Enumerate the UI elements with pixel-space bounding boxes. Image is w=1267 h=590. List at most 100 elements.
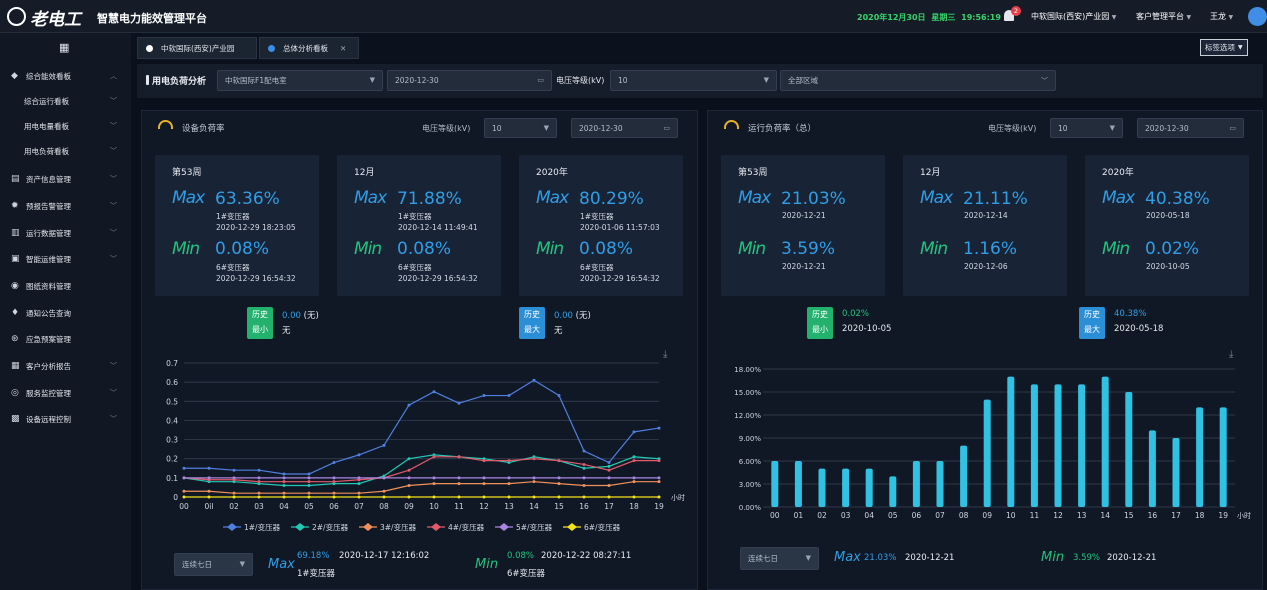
sidebar-item-monitoring[interactable]: ◎ 服务监控管理 ﹀	[0, 380, 131, 406]
max-label: Max	[1102, 188, 1135, 208]
user-name: 王龙	[1210, 12, 1226, 21]
data-point	[407, 403, 411, 407]
voltage-select[interactable]: 10 ▼	[1050, 118, 1123, 138]
min-label: Min	[354, 239, 382, 259]
sidebar-item-reports[interactable]: ▦ 客户分析报告 ﹀	[0, 353, 131, 379]
sidebar: ▦ ◆ 综合能效看板 ︿ 综合运行看板 ﹀ 用电电量看板 ﹀ 用电负荷看板 ﹀ ▤ 资产信息…	[0, 33, 131, 590]
data-point	[507, 459, 511, 463]
data-point	[207, 476, 211, 480]
data-point	[232, 495, 236, 499]
min-time: 2020-12-29 16:54:32	[580, 274, 660, 283]
tab-park[interactable]: 中软国际(西安)产业园	[137, 37, 257, 59]
x-tick-label: 06	[912, 511, 922, 520]
range-select[interactable]: 连续七日 ▼	[174, 553, 253, 576]
date-picker[interactable]: 2020-12-30 ▭	[571, 118, 678, 138]
x-tick-label: 12	[1053, 511, 1063, 520]
range-select[interactable]: 连续七日 ▼	[740, 547, 819, 570]
data-point	[657, 459, 661, 463]
x-tick-label: 12	[479, 502, 489, 511]
date-picker[interactable]: 2020-12-30 ▭	[387, 70, 552, 91]
download-icon[interactable]: ⤓	[1229, 349, 1234, 360]
avatar[interactable]	[1248, 7, 1267, 26]
org-label: 中软国际(西安)产业园	[1031, 12, 1110, 21]
data-point	[607, 495, 611, 499]
data-point	[432, 482, 436, 486]
sidebar-item-energy-dashboard[interactable]: ◆ 综合能效看板 ︿	[0, 63, 131, 89]
sidebar-item-consumption-dashboard[interactable]: 用电电量看板 ﹀	[0, 113, 131, 139]
sidebar-item-assets[interactable]: ▤ 资产信息管理 ﹀	[0, 166, 131, 192]
unit: (无)	[575, 311, 591, 321]
sidebar-item-remote-control[interactable]: ▩ 设备远程控制 ﹀	[0, 406, 131, 432]
area-select[interactable]: 全部区域 ﹀	[780, 70, 1056, 91]
platform-dropdown[interactable]: 客户管理平台 ▼	[1136, 11, 1191, 22]
x-tick-label: 14	[529, 502, 539, 511]
chevron-down-icon: ﹀	[110, 389, 117, 397]
grid-menu-icon[interactable]: ▦	[59, 41, 70, 54]
logo-icon	[7, 7, 26, 26]
legend-label: 4#/变压器	[448, 522, 485, 532]
bar	[1078, 384, 1086, 507]
data-point	[532, 476, 536, 480]
sidebar-item-load-dashboard[interactable]: 用电负荷看板 ﹀	[0, 138, 131, 164]
voltage-select[interactable]: 10 ▼	[610, 70, 777, 91]
x-tick-label: 08	[959, 511, 969, 520]
history-min-sub: 无	[282, 326, 291, 336]
x-unit-label: 小时	[1237, 511, 1251, 520]
data-point	[232, 476, 236, 480]
max-value: 80.29%	[579, 189, 644, 209]
card-period: 2020年	[1102, 168, 1134, 178]
history-min-value: 0.02%	[842, 309, 870, 319]
date-picker-value: 2020-12-30	[1145, 123, 1189, 133]
logo-text: 老电工	[30, 10, 81, 30]
data-point	[582, 495, 586, 499]
badge-bottom: 最大	[1084, 325, 1100, 334]
min-time: 2020-10-05	[1146, 262, 1190, 271]
date-picker-value: 2020-12-30	[395, 76, 439, 85]
card-period: 2020年	[536, 168, 568, 178]
y-tick-label: 0.4	[166, 416, 178, 425]
tab-overall-dashboard[interactable]: 总体分析看板 ✕	[259, 37, 359, 59]
data-point	[582, 476, 586, 480]
user-dropdown[interactable]: 王龙 ▼	[1210, 11, 1233, 22]
sidebar-item-ops-dashboard[interactable]: 综合运行看板 ﹀	[0, 88, 131, 114]
badge-top: 历史	[812, 310, 828, 319]
sidebar-item-run-data[interactable]: ▥ 运行数据管理 ﹀	[0, 220, 131, 246]
x-tick-label: 00	[770, 511, 780, 520]
x-tick-label: 19	[1218, 511, 1228, 520]
y-tick-label: 0.6	[166, 378, 178, 387]
y-tick-label: 0	[173, 493, 178, 502]
top-bar: 老电工 智慧电力能效管理平台 2020年12月30日 星期三 19:56:19 …	[0, 0, 1267, 33]
bell-icon[interactable]	[1004, 10, 1014, 21]
chevron-down-icon: ▼	[1238, 44, 1243, 51]
room-select[interactable]: 中软国际F1配电室 ▼	[217, 70, 383, 91]
sidebar-item-drawings[interactable]: ◉ 图纸资料管理	[0, 273, 131, 299]
sidebar-item-label: 资产信息管理	[26, 174, 71, 184]
x-tick-label: 11	[1030, 511, 1040, 520]
close-icon[interactable]: ✕	[340, 43, 347, 53]
badge-top: 历史	[524, 310, 540, 319]
org-dropdown[interactable]: 中软国际(西安)产业园 ▼	[1031, 11, 1116, 22]
bar	[1219, 407, 1227, 507]
data-point	[382, 495, 386, 499]
bar	[818, 468, 826, 507]
data-point	[407, 468, 411, 472]
data-point	[457, 401, 461, 405]
date-picker[interactable]: 2020-12-30 ▭	[1137, 118, 1244, 138]
max-value: 40.38%	[1145, 189, 1210, 209]
data-point	[407, 476, 411, 480]
sidebar-item-notices[interactable]: ♦ 通知公告查询	[0, 300, 131, 326]
sidebar-item-maintenance[interactable]: ▣ 智能运维管理 ﹀	[0, 246, 131, 272]
sidebar-item-alarms[interactable]: ✹ 预报告警管理 ﹀	[0, 193, 131, 219]
max-value: 21.11%	[963, 189, 1028, 209]
data-point	[357, 482, 361, 486]
min-time: 2020-12-06	[964, 262, 1008, 271]
download-icon[interactable]: ⤓	[663, 349, 668, 360]
sidebar-item-emergency[interactable]: ⊛ 应急预案管理	[0, 326, 131, 352]
history-max-badge: 历史 最大	[519, 307, 545, 339]
data-point	[632, 459, 636, 463]
data-point	[482, 476, 486, 480]
app-title: 智慧电力能效管理平台	[97, 12, 207, 25]
voltage-select[interactable]: 10 ▼	[484, 118, 557, 138]
data-point	[457, 495, 461, 499]
tag-options-button[interactable]: 标签选项 ▼	[1200, 39, 1248, 56]
